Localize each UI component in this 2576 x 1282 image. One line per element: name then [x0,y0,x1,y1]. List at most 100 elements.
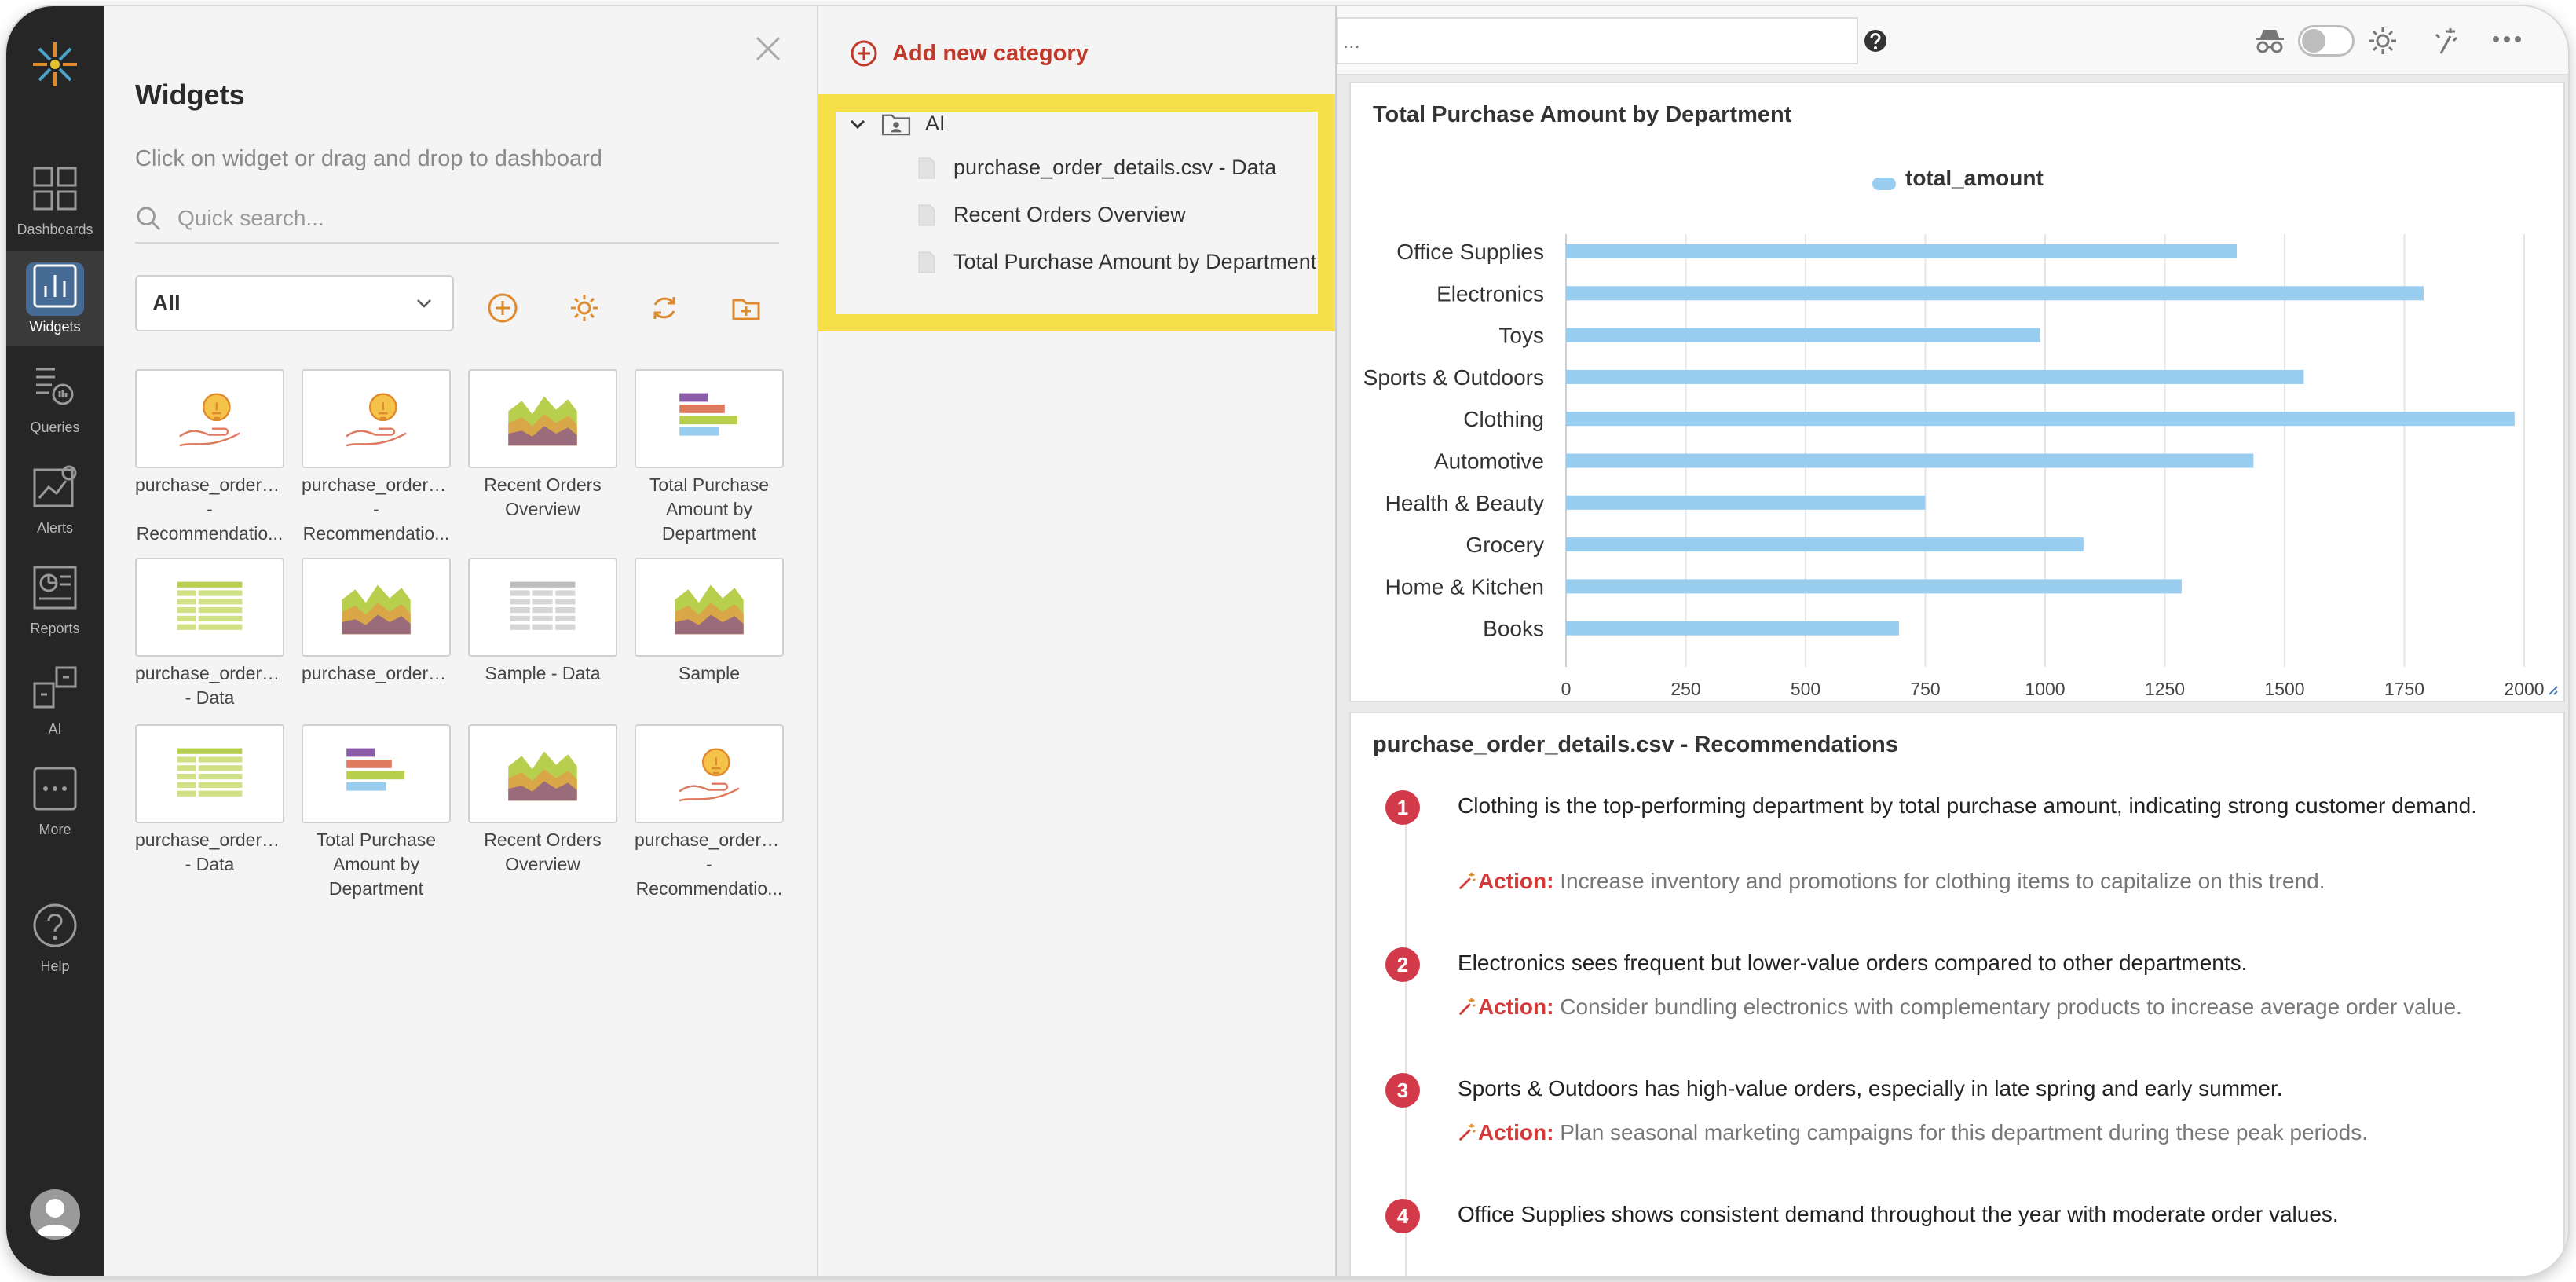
add-folder-icon[interactable] [730,292,762,324]
widget-tile-label: Recent Orders Overview [468,828,617,877]
queries-icon [36,368,74,405]
nav-reports[interactable]: Reports [6,553,104,647]
resize-handle-icon[interactable] [2546,683,2559,696]
magic-wand-icon[interactable] [2430,25,2461,57]
widget-tile[interactable]: Recent Orders Overview [468,369,617,522]
recommendation-text: Sports & Outdoors has high-value orders,… [1458,1076,2283,1101]
widget-tile-label-line: purchase_order_... [302,474,451,495]
widget-tile[interactable]: purchase_order_... - Data [135,558,284,710]
y-category-label: Home & Kitchen [1385,574,1544,599]
widget-tile-label-line: Recommendatio... [635,878,783,899]
chart-card[interactable]: Total Purchase Amount by Department tota… [1349,82,2565,702]
logo-icon [33,42,77,86]
panel-title: Widgets [135,79,245,111]
tree-item[interactable]: Recent Orders Overview [917,203,1186,227]
bar-chart-icon [635,369,784,468]
x-tick-label: 750 [1910,679,1940,696]
widget-tile[interactable]: purchase_order_... - Data [135,724,284,877]
chevron-down-icon [417,299,431,308]
nav-dashboards[interactable]: Dashboards [6,154,104,248]
widget-tile-label: purchase_order_... - Recommendatio... [302,473,451,546]
reports-icon [33,566,77,610]
search-input[interactable] [177,206,759,231]
nav-more[interactable]: More [6,754,104,848]
recommendation-text: Office Supplies shows consistent demand … [1458,1202,2339,1226]
recommendation-number: 1 [1385,790,1420,825]
chevron-down-icon[interactable] [848,115,867,134]
widget-tile-label-line: Total Purchase [316,830,437,850]
widget-tile[interactable]: Sample [635,558,784,686]
widget-tile-label-line: Recent Orders [484,830,602,850]
recommendation-text: Electronics sees frequent but lower-valu… [1458,951,2248,975]
nav-alerts[interactable]: Alerts [6,452,104,547]
user-avatar[interactable] [30,1189,80,1240]
x-tick-label: 1000 [2025,679,2065,696]
nav-help[interactable]: Help [6,891,104,985]
widget-tile-label-line: Sample - Data [485,663,601,683]
widget-tile-label-line: - Data [185,854,235,874]
widget-tile-label: Sample - Data [468,661,617,686]
widget-tile-label-line: Department [328,878,424,899]
nav-queries[interactable]: Queries [6,352,104,446]
nav-label: Queries [30,419,80,435]
incognito-icon[interactable] [2254,27,2285,55]
help-circle-icon[interactable] [1863,28,1888,53]
tree-item[interactable]: purchase_order_details.csv - Data [917,156,1276,180]
y-category-label: Toys [1498,324,1544,348]
grid-icon [33,167,77,211]
ai-icon [33,666,77,709]
nav-widgets[interactable]: Widgets [6,251,104,346]
x-tick-label: 1250 [2145,679,2185,696]
toggle-knob [2302,29,2325,53]
dashboard-name-input[interactable]: ... [1337,17,1858,64]
widget-tile-label-line: Sample [679,663,740,683]
widget-tile-label: purchase_order_... - Data [135,828,284,877]
widget-tile-label-line: purchase_order_... [635,830,784,850]
recommendation-icon [135,369,284,468]
nav-label: AI [48,721,62,737]
file-icon [918,157,935,178]
table-green-icon [135,724,284,823]
widget-tile[interactable]: purchase_order_... - Recommendatio... [302,369,451,546]
widget-tile[interactable]: purchase_order_... - Recommendatio... [635,724,784,901]
tree-folder-ai[interactable]: AI [848,112,946,136]
more-horizontal-icon[interactable] [2491,30,2523,49]
add-widget-icon[interactable] [487,292,518,324]
tree-item[interactable]: Total Purchase Amount by Department [917,250,1316,274]
nav-ai[interactable]: AI [6,654,104,748]
file-icon [918,251,935,273]
widget-tile-label: Total Purchase Amount by Department [635,473,784,546]
add-category-button[interactable]: Add new category [850,39,1089,68]
y-category-label: Books [1483,617,1544,641]
widget-tile[interactable]: Total Purchase Amount by Department [635,369,784,546]
category-select-value: All [152,291,181,315]
gear-icon[interactable] [2367,25,2399,57]
tree-item-label: Recent Orders Overview [953,203,1186,226]
recommendation-text: Clothing is the top-performing departmen… [1458,793,2478,818]
y-category-label: Automotive [1434,449,1544,474]
file-icon [918,204,935,225]
widget-tile[interactable]: purchase_order_... [302,558,451,686]
gear-icon[interactable] [569,292,600,324]
action-label: Action: [1478,1120,1554,1145]
widget-tile[interactable]: Total Purchase Amount by Department [302,724,451,901]
mode-toggle[interactable] [2298,25,2355,57]
refresh-icon[interactable] [649,292,680,324]
x-tick-label: 1500 [2264,679,2304,696]
close-icon[interactable] [752,33,784,64]
widget-tile-label: purchase_order_... - Recommendatio... [135,473,284,546]
widget-tile-label-line: purchase_order_... [302,663,451,683]
widget-tile[interactable]: Sample - Data [468,558,617,686]
widget-tile-label-line: Overview [505,854,580,874]
widget-tile-label-line: Amount by [666,499,752,519]
panel-subtitle: Click on widget or drag and drop to dash… [135,146,602,171]
bar-chart-icon [33,264,77,308]
area-chart-icon [468,369,617,468]
widget-tile[interactable]: purchase_order_... - Recommendatio... [135,369,284,546]
tree-folder-label: AI [925,112,946,135]
widget-tile[interactable]: Recent Orders Overview [468,724,617,877]
add-circle-icon [851,40,877,67]
category-select[interactable]: All [135,275,454,331]
action-label: Action: [1478,994,1554,1019]
recommendations-card[interactable]: purchase_order_details.csv - Recommendat… [1349,712,2565,1276]
